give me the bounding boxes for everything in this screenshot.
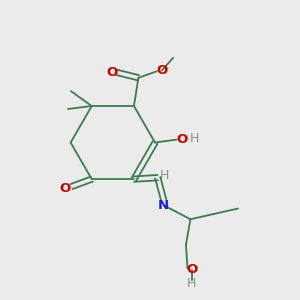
Text: O: O	[59, 182, 70, 195]
Text: O: O	[106, 66, 117, 79]
Text: H: H	[190, 132, 199, 145]
Text: O: O	[186, 263, 197, 276]
Text: O: O	[176, 133, 188, 146]
Text: O: O	[156, 64, 167, 77]
Text: N: N	[158, 199, 169, 212]
Text: H: H	[160, 169, 169, 182]
Text: H: H	[187, 277, 196, 290]
